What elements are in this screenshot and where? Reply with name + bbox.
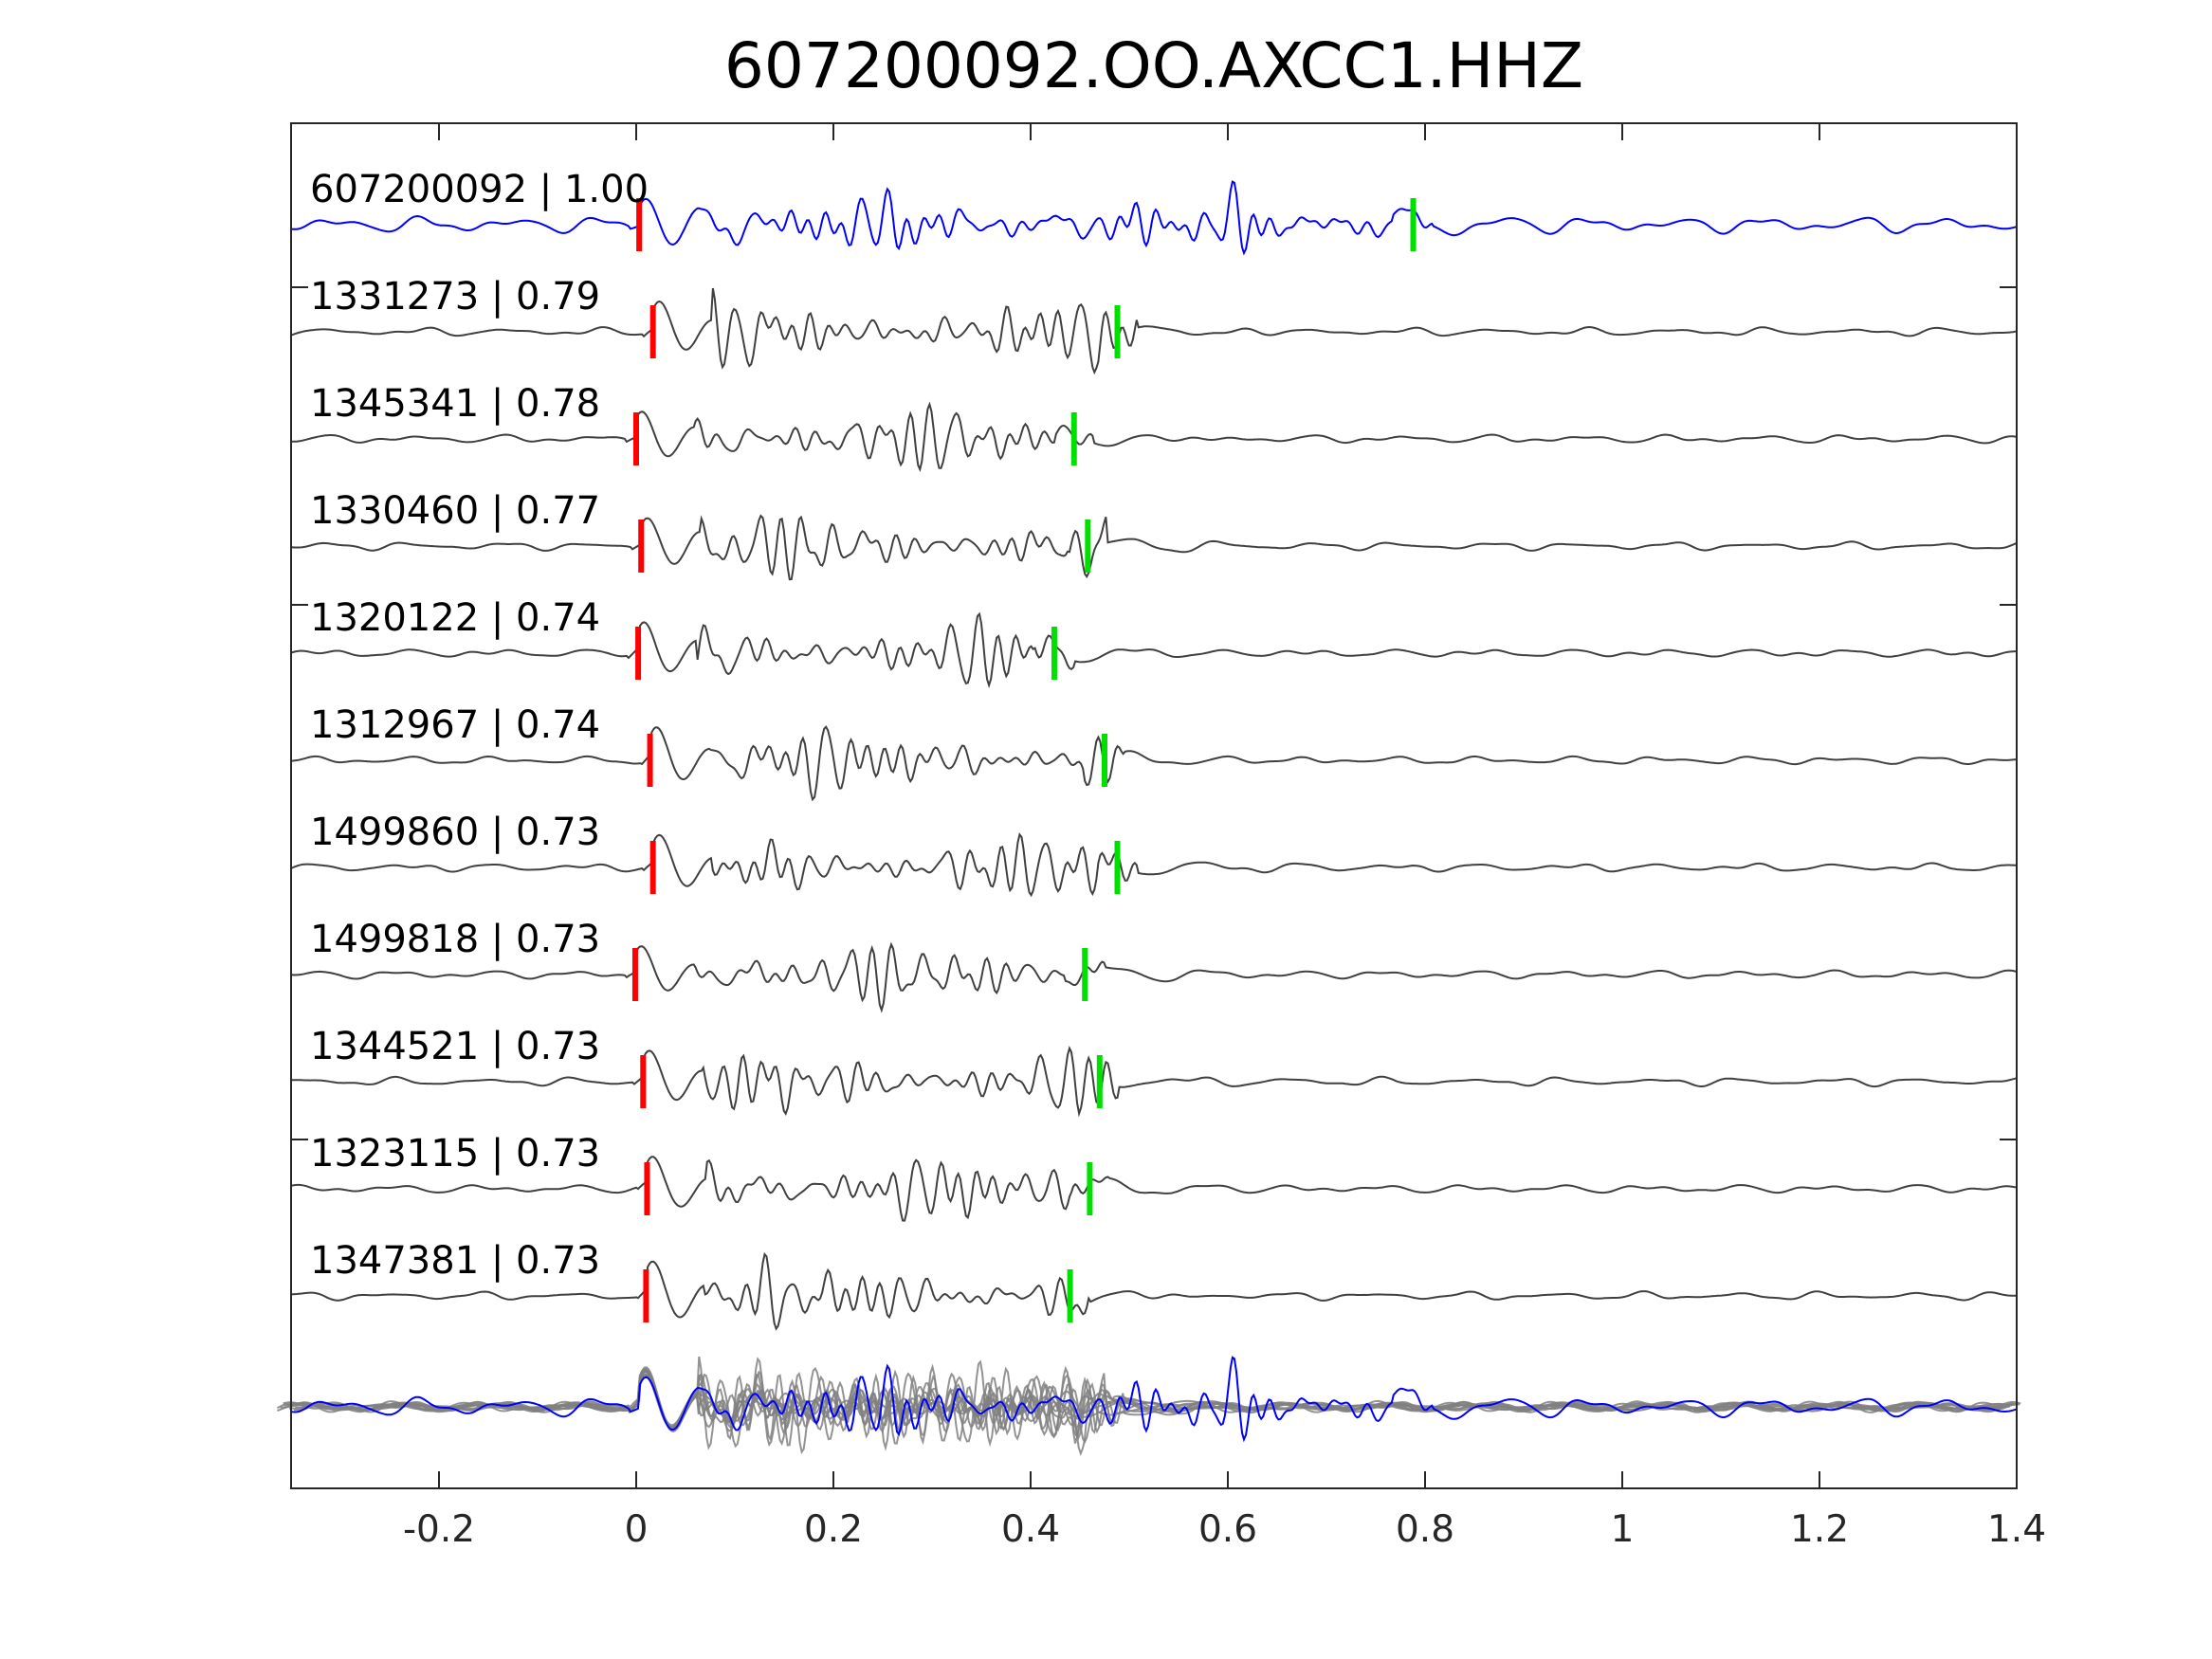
trace-line-1499818 [290,941,2018,1013]
trace-line-1331273 [290,287,2018,375]
trace-label-1499818: 1499818 | 0.73 [310,918,600,961]
stack-template-trace [290,1356,2018,1443]
trace-line-607200092 [290,180,2018,256]
trace-line-1312967 [290,725,2018,802]
trace-line-1323115 [290,1156,2018,1222]
trace-line-1344521 [290,1046,2018,1118]
trace-line-1320122 [290,611,2018,688]
x-tick-label: -0.2 [403,1508,475,1551]
trace-line-1347381 [290,1251,2017,1331]
x-tick-label: 0.6 [1198,1508,1257,1551]
x-tick-label: 1.2 [1790,1508,1849,1551]
x-tick-label: 0.4 [1001,1508,1060,1551]
trace-line-1330460 [290,514,2018,581]
trace-line-1345341 [291,401,2018,473]
trace-label-1323115: 1323115 | 0.73 [310,1132,600,1176]
picks-layer [631,198,1417,1322]
x-tick-label: 1 [1611,1508,1635,1551]
trace-label-1345341: 1345341 | 0.78 [310,382,600,426]
trace-label-607200092: 607200092 | 1.00 [310,168,649,211]
x-tick-label: 0 [625,1508,649,1551]
x-tick-label: 0.8 [1396,1508,1454,1551]
trace-label-1330460: 1330460 | 0.77 [310,489,600,533]
x-tick-label: 1.4 [1987,1508,2046,1551]
stack-panel [276,1356,2021,1456]
chart-title: 607200092.OO.AXCC1.HHZ [724,29,1583,102]
stack-trace-1347381 [283,1357,2010,1448]
trace-label-1499860: 1499860 | 0.73 [310,811,600,854]
x-axis: -0.2 0 0.2 0.4 0.6 0.8 1 1.2 1.4 [291,123,2046,1551]
trace-label-1331273: 1331273 | 0.79 [310,275,600,319]
trace-line-1499860 [290,832,2018,898]
trace-label-1344521: 1344521 | 0.73 [310,1025,600,1068]
trace-labels: 607200092 | 1.00 1331273 | 0.79 1345341 | … [310,168,649,1283]
trace-label-1320122: 1320122 | 0.74 [310,596,600,640]
trace-label-1347381: 1347381 | 0.73 [310,1239,600,1283]
plot-frame [290,122,2018,1489]
traces-layer [290,180,2018,1331]
trace-label-1312967: 1312967 | 0.74 [310,703,600,747]
x-tick-label: 0.2 [804,1508,863,1551]
